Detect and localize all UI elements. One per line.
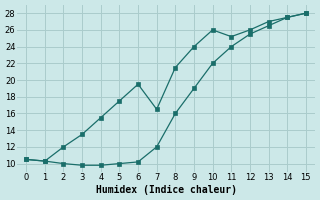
X-axis label: Humidex (Indice chaleur): Humidex (Indice chaleur) <box>95 185 236 195</box>
